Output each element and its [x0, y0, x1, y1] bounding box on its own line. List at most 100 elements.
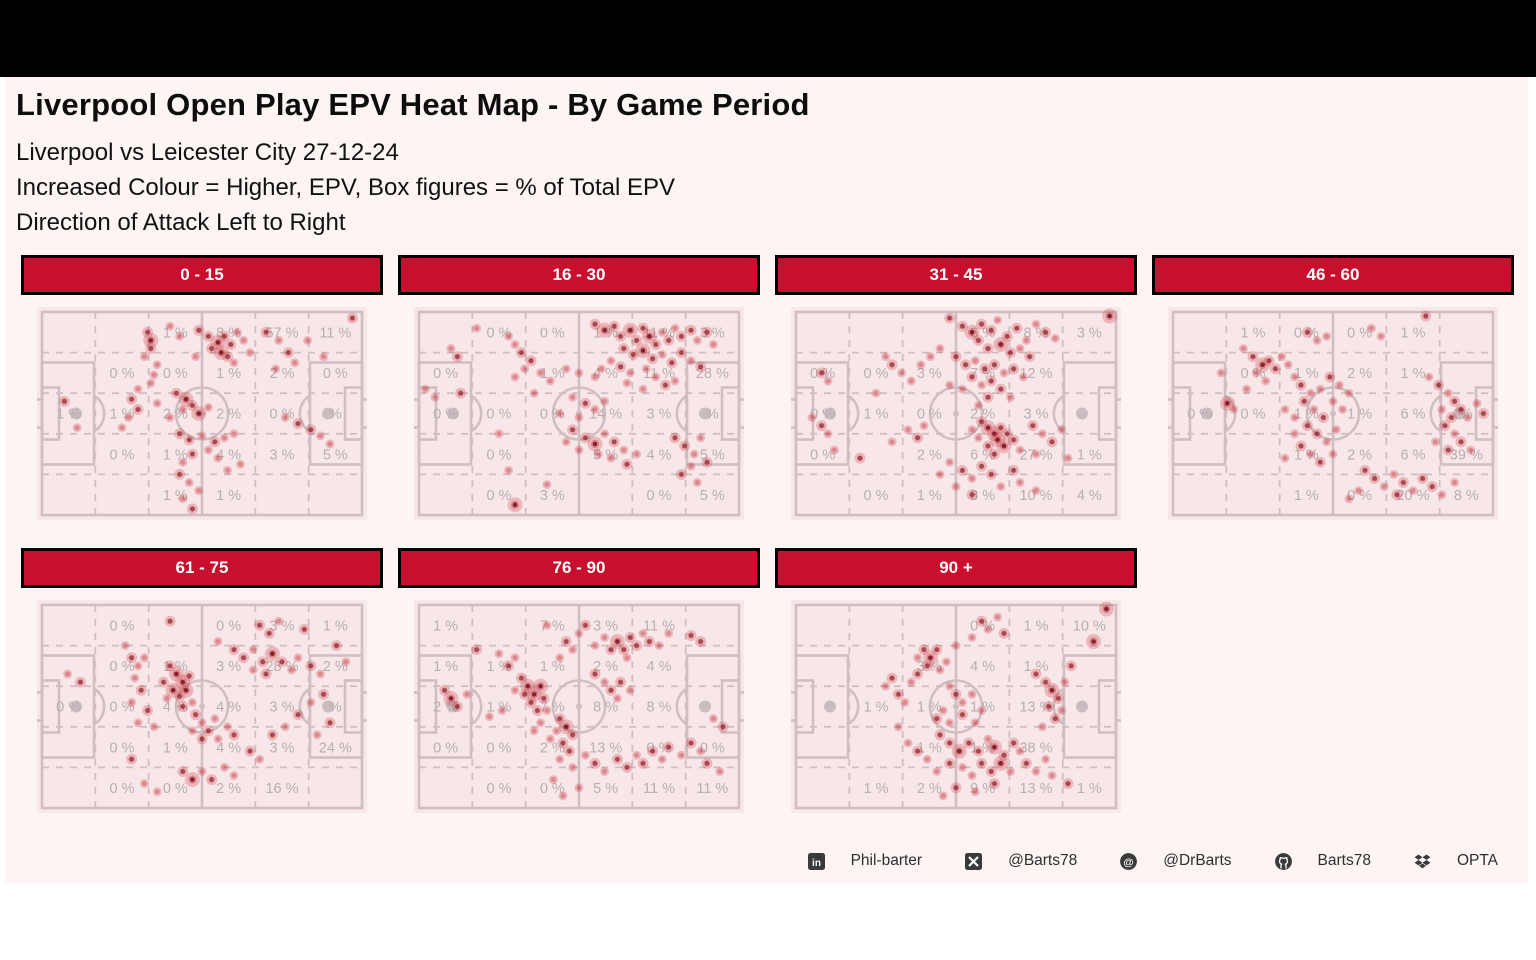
svg-text:0 %: 0 % [540, 407, 565, 423]
svg-text:0 %: 0 % [864, 488, 889, 504]
svg-text:1 %: 1 % [1294, 447, 1319, 463]
svg-text:4 %: 4 % [216, 740, 241, 756]
svg-text:4 %: 4 % [647, 659, 672, 675]
footer-credit-item: OPTA [1413, 852, 1498, 871]
svg-text:20 %: 20 % [1396, 488, 1429, 504]
svg-text:7 %: 7 % [970, 366, 995, 382]
svg-text:0 %: 0 % [1241, 366, 1266, 382]
svg-text:1 %: 1 % [917, 700, 942, 716]
svg-text:0 %: 0 % [1241, 407, 1266, 423]
svg-text:1 %: 1 % [864, 700, 889, 716]
svg-text:2 %: 2 % [216, 407, 241, 423]
footer-credit-item: @ @DrBarts [1119, 852, 1232, 871]
svg-text:4 %: 4 % [216, 700, 241, 716]
svg-text:0 %: 0 % [917, 407, 942, 423]
svg-text:0 %: 0 % [810, 447, 835, 463]
svg-text:3 %: 3 % [270, 447, 295, 463]
svg-text:1 %: 1 % [1241, 326, 1266, 342]
svg-text:0 %: 0 % [970, 619, 995, 635]
subtitle-line-direction: Direction of Attack Left to Right [16, 209, 346, 236]
svg-text:4 %: 4 % [647, 447, 672, 463]
footer-credit-item: @Barts78 [964, 852, 1077, 871]
period-block-1: 0 - 151 %8 %57 %11 %0 %0 %1 %2 %0 %1 %1 … [21, 255, 383, 520]
pitch-row-2: 61 - 750 %0 %3 %1 %0 %1 %3 %28 %2 %0 %0 … [21, 548, 1137, 813]
svg-text:1 %: 1 % [1294, 488, 1319, 504]
svg-text:1 %: 1 % [163, 488, 188, 504]
svg-text:0 %: 0 % [487, 326, 512, 342]
svg-text:0 %: 0 % [540, 781, 565, 797]
svg-text:5 %: 5 % [593, 781, 618, 797]
svg-text:0 %: 0 % [1347, 488, 1372, 504]
linkedin-icon: in [807, 852, 826, 871]
svg-text:10 %: 10 % [1019, 488, 1052, 504]
svg-text:3 %: 3 % [540, 488, 565, 504]
svg-text:1 %: 1 % [917, 488, 942, 504]
svg-text:5 %: 5 % [593, 447, 618, 463]
svg-text:2 %: 2 % [270, 366, 295, 382]
svg-text:11 %: 11 % [643, 366, 675, 382]
svg-text:%: % [706, 407, 719, 423]
svg-text:1 %: 1 % [1294, 407, 1319, 423]
pitch-heatmap-4: 1 % 0 % 0 % 1 % 0 % 1 % 2 % 1 % 0 % 0 % 1 % 1 % 6 %%… [1168, 307, 1498, 520]
svg-text:6 %: 6 % [970, 326, 995, 342]
svg-text:1 %: 1 % [163, 659, 188, 675]
svg-text:2 %: 2 % [970, 407, 995, 423]
svg-text:%: % [329, 700, 342, 716]
svg-text:3 %: 3 % [270, 619, 295, 635]
svg-text:11 %: 11 % [319, 326, 351, 342]
svg-text:1 %: 1 % [1024, 659, 1049, 675]
svg-text:0 %: 0 % [540, 326, 565, 342]
svg-text:3 %: 3 % [970, 488, 995, 504]
chart-title: Liverpool Open Play EPV Heat Map - By Ga… [16, 87, 810, 122]
svg-text:1 %: 1 % [487, 700, 512, 716]
footer-credit-item: Barts78 [1274, 852, 1371, 871]
svg-text:1 %: 1 % [1024, 619, 1049, 635]
svg-text:2 %: 2 % [216, 781, 241, 797]
svg-text:4 %: 4 % [970, 659, 995, 675]
svg-text:3 %: 3 % [700, 326, 725, 342]
svg-text:0 %: 0 % [163, 366, 188, 382]
pitch-heatmap-6: 1 % 7 % 3 % 11 % 1 % 1 % 1 % 2 % 4 % 2 % 1 % 7 % 8 %… [414, 600, 744, 813]
svg-text:1 %: 1 % [163, 740, 188, 756]
svg-text:39 %: 39 % [1450, 447, 1483, 463]
svg-text:5 %: 5 % [700, 447, 725, 463]
period-block-6: 76 - 90 1 % 7 % 3 % 11 % 1 % 1 % 1 % 2 % 4 % 2 % 1 … [398, 548, 760, 813]
svg-text:16 %: 16 % [265, 781, 298, 797]
svg-text:0 %: 0 % [110, 781, 135, 797]
svg-text:13 %: 13 % [589, 740, 622, 756]
svg-text:1 %: 1 % [864, 781, 889, 797]
svg-text:0 %: 0 % [810, 407, 835, 423]
pitch-heatmap-2: 0 %0 %1 %11 %3 %0 %1 %4 %11 %28 %0 %0 %0… [414, 307, 744, 520]
pitch-heatmap-5: 0 % 0 % 3 % 1 % 0 % 1 % 3 % 28 % 2 % 0 % 0 % 4 % 4 %… [37, 600, 367, 813]
subtitle-line-match: Liverpool vs Leicester City 27-12-24 [16, 139, 399, 166]
svg-text:6 %: 6 % [1401, 407, 1426, 423]
footer-credit-label: OPTA [1456, 852, 1498, 869]
svg-text:@: @ [1124, 856, 1134, 868]
period-block-3: 31 - 45 6 % 8 % 3 % 0 % 0 % 3 % 7 % 12 % 0 % 1 % 0 … [775, 255, 1137, 520]
svg-text:13 %: 13 % [1019, 700, 1052, 716]
svg-text:0 %: 0 % [110, 740, 135, 756]
svg-text:1 %: 1 % [56, 407, 81, 423]
period-block-2: 16 - 300 %0 %1 %11 %3 %0 %1 %4 %11 %28 %… [398, 255, 760, 520]
svg-text:14 %: 14 % [589, 407, 622, 423]
svg-text:3 %: 3 % [270, 740, 295, 756]
footer-credit-item: in Phil-barter [807, 852, 923, 871]
svg-text:1 %: 1 % [216, 488, 241, 504]
svg-text:3 %: 3 % [1077, 326, 1102, 342]
svg-text:2 %: 2 % [593, 659, 618, 675]
svg-text:13 %: 13 % [1019, 781, 1052, 797]
mastodon-icon: @ [1119, 852, 1138, 871]
svg-text:9 %: 9 % [970, 781, 995, 797]
svg-text:0 %: 0 % [110, 659, 135, 675]
svg-text:1 %: 1 % [110, 407, 135, 423]
pitch-heatmap-3: 6 % 8 % 3 % 0 % 0 % 3 % 7 % 12 % 0 % 1 % 0 % 2 % 3 %… [791, 307, 1121, 520]
svg-text:5 %: 5 % [323, 447, 348, 463]
svg-text:0 %: 0 % [1347, 326, 1372, 342]
svg-text:1 %: 1 % [1077, 781, 1102, 797]
svg-text:1 %: 1 % [323, 619, 348, 635]
period-header-label: 16 - 30 [398, 255, 760, 295]
chart-subtitle: Liverpool vs Leicester City 27-12-24 Inc… [16, 135, 675, 240]
github-icon [1274, 852, 1293, 871]
footer-credit-label: Phil-barter [850, 852, 923, 869]
svg-text:2 %: 2 % [540, 740, 565, 756]
